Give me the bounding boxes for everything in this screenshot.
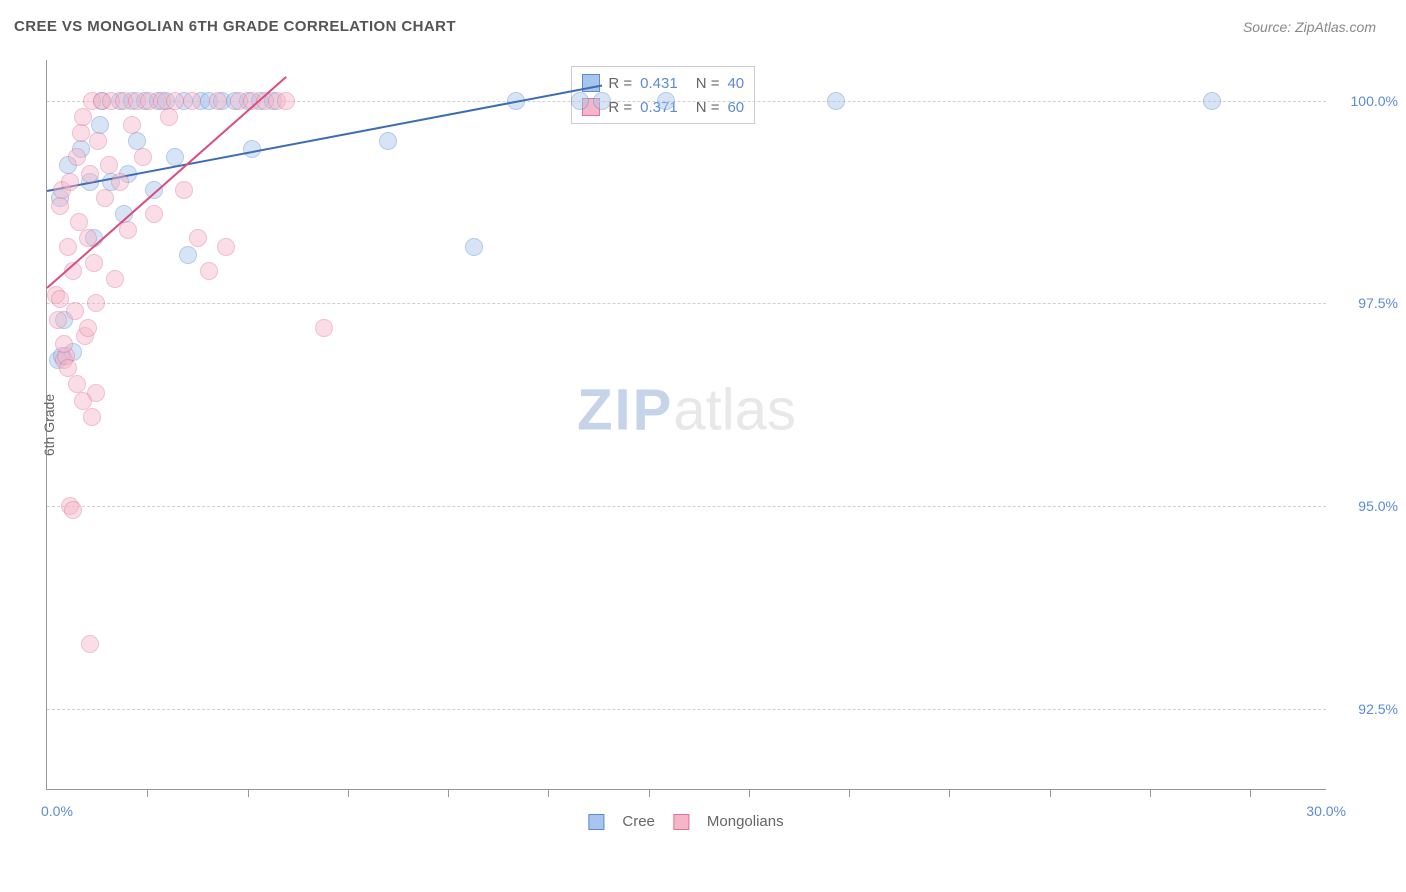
data-point xyxy=(160,108,178,126)
data-point xyxy=(61,173,79,191)
legend-r-label: R = xyxy=(608,75,632,92)
xtick xyxy=(448,789,449,797)
data-point xyxy=(166,92,184,110)
data-point xyxy=(66,302,84,320)
xtick xyxy=(1050,789,1051,797)
grid-line xyxy=(47,709,1326,710)
plot-area: ZIPatlas R = 0.431N = 40R = 0.371N = 60 … xyxy=(46,60,1326,790)
data-point xyxy=(72,124,90,142)
data-point xyxy=(134,148,152,166)
legend-series-label: Mongolians xyxy=(707,813,784,830)
xtick xyxy=(849,789,850,797)
data-point xyxy=(277,92,295,110)
y-axis-label: 6th Grade xyxy=(41,394,57,456)
data-point xyxy=(657,92,675,110)
xtick xyxy=(147,789,148,797)
series-legend: Cree Mongolians xyxy=(588,813,783,830)
ytick-label: 100.0% xyxy=(1351,93,1398,109)
data-point xyxy=(49,311,67,329)
data-point xyxy=(91,116,109,134)
data-point xyxy=(51,197,69,215)
grid-line xyxy=(47,506,1326,507)
data-point xyxy=(68,148,86,166)
watermark: ZIPatlas xyxy=(577,376,796,443)
xtick xyxy=(248,789,249,797)
data-point xyxy=(51,290,69,308)
data-point xyxy=(89,132,107,150)
data-point xyxy=(85,254,103,272)
xlim-min-label: 0.0% xyxy=(41,803,73,819)
data-point xyxy=(123,116,141,134)
legend-series-label: Cree xyxy=(622,813,655,830)
data-point xyxy=(55,335,73,353)
chart-header: CREE VS MONGOLIAN 6TH GRADE CORRELATION … xyxy=(0,0,1406,47)
data-point xyxy=(87,294,105,312)
data-point xyxy=(593,92,611,110)
data-point xyxy=(100,156,118,174)
ytick-label: 92.5% xyxy=(1358,701,1398,717)
data-point xyxy=(179,246,197,264)
xtick xyxy=(548,789,549,797)
data-point xyxy=(315,319,333,337)
data-point xyxy=(209,92,227,110)
data-point xyxy=(465,238,483,256)
chart-container: ZIPatlas R = 0.431N = 40R = 0.371N = 60 … xyxy=(46,60,1326,790)
xtick xyxy=(949,789,950,797)
data-point xyxy=(175,181,193,199)
xtick xyxy=(1150,789,1151,797)
data-point xyxy=(119,221,137,239)
data-point xyxy=(96,189,114,207)
data-point xyxy=(83,408,101,426)
data-point xyxy=(827,92,845,110)
ytick-label: 95.0% xyxy=(1358,498,1398,514)
legend-swatch xyxy=(588,814,604,830)
watermark-atlas: atlas xyxy=(673,377,796,442)
data-point xyxy=(81,635,99,653)
legend-n-value: 40 xyxy=(727,75,744,92)
data-point xyxy=(145,205,163,223)
data-point xyxy=(1203,92,1221,110)
data-point xyxy=(59,238,77,256)
legend-r-value: 0.431 xyxy=(640,75,678,92)
watermark-zip: ZIP xyxy=(577,377,673,442)
legend-n-label: N = xyxy=(696,75,720,92)
xtick xyxy=(348,789,349,797)
data-point xyxy=(183,92,201,110)
legend-swatch xyxy=(673,814,689,830)
data-point xyxy=(379,132,397,150)
data-point xyxy=(145,181,163,199)
data-point xyxy=(217,238,235,256)
data-point xyxy=(81,165,99,183)
grid-line xyxy=(47,303,1326,304)
chart-title: CREE VS MONGOLIAN 6TH GRADE CORRELATION … xyxy=(14,18,456,35)
data-point xyxy=(59,359,77,377)
chart-source: Source: ZipAtlas.com xyxy=(1243,19,1376,35)
data-point xyxy=(106,270,124,288)
xtick xyxy=(749,789,750,797)
ytick-label: 97.5% xyxy=(1358,295,1398,311)
xlim-max-label: 30.0% xyxy=(1306,803,1346,819)
data-point xyxy=(74,392,92,410)
data-point xyxy=(571,92,589,110)
xtick xyxy=(649,789,650,797)
data-point xyxy=(79,319,97,337)
data-point xyxy=(189,229,207,247)
data-point xyxy=(70,213,88,231)
data-point xyxy=(74,108,92,126)
xtick xyxy=(1250,789,1251,797)
data-point xyxy=(111,173,129,191)
data-point xyxy=(64,501,82,519)
data-point xyxy=(200,262,218,280)
